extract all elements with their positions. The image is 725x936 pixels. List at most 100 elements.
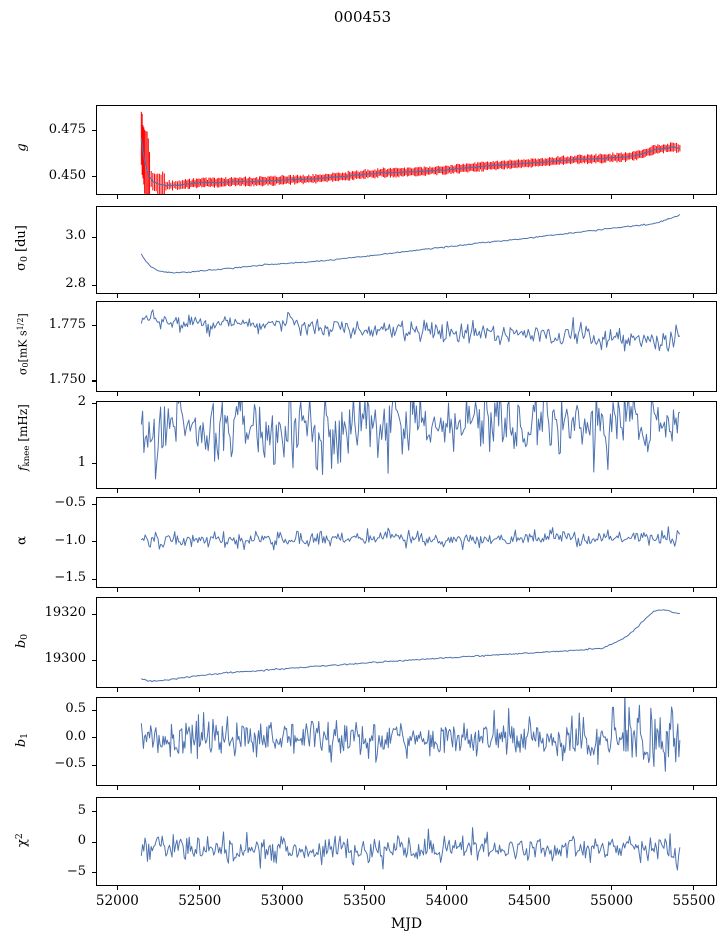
series-line <box>140 526 681 551</box>
x-tick-mark <box>446 786 448 790</box>
y-tick-mark <box>92 175 96 178</box>
y-axis-label: b1 <box>13 732 31 747</box>
plot-panel-b-1 <box>96 697 717 786</box>
series-line <box>140 402 681 480</box>
x-tick-mark <box>281 489 283 493</box>
y-tick-label: 1 <box>77 454 86 470</box>
x-tick-mark <box>116 588 118 592</box>
y-tick-mark <box>92 810 96 813</box>
y-tick-label: 19300 <box>44 651 86 667</box>
y-axis-label: σ0[mK s1/2] <box>15 312 31 375</box>
y-axis-label: g <box>14 143 30 152</box>
y-tick-mark <box>92 541 96 543</box>
x-tick-label: 55000 <box>590 893 634 909</box>
x-tick-mark <box>116 786 118 790</box>
x-tick-mark <box>281 294 283 298</box>
y-axis-label: fknee [mHz] <box>16 404 32 471</box>
series-line <box>140 309 681 352</box>
y-tick-mark <box>92 841 96 843</box>
y-tick-mark <box>92 325 96 327</box>
x-tick-mark <box>281 588 283 592</box>
y-axis-label: α <box>14 535 30 545</box>
y-tick-mark <box>92 737 96 739</box>
x-tick-mark <box>363 688 366 692</box>
x-tick-mark <box>611 886 613 890</box>
x-tick-mark <box>116 886 118 890</box>
x-tick-mark <box>199 588 201 592</box>
x-tick-mark <box>116 195 118 199</box>
plot-panel-f-knee-mhz <box>96 401 717 489</box>
y-axis-label: σ0 [du] <box>13 225 31 271</box>
x-tick-mark <box>693 588 695 592</box>
x-tick-mark <box>199 886 201 890</box>
y-tick-mark <box>92 764 96 766</box>
x-tick-mark <box>363 392 366 396</box>
x-tick-mark <box>363 294 366 298</box>
series-line <box>140 214 681 274</box>
x-tick-mark <box>281 786 283 790</box>
x-tick-label: 54000 <box>425 893 469 909</box>
x-axis-label: MJD <box>390 916 423 932</box>
x-tick-label: 55500 <box>672 893 716 909</box>
x-tick-mark <box>528 294 530 298</box>
plot-panel-alpha <box>96 497 717 588</box>
x-tick-label: 54500 <box>507 893 551 909</box>
y-tick-mark <box>92 709 96 711</box>
y-tick-label: −1.0 <box>54 532 86 548</box>
x-tick-mark <box>446 688 448 692</box>
x-tick-mark <box>693 294 695 298</box>
y-tick-label: −0.5 <box>54 495 86 511</box>
series-line <box>140 698 681 772</box>
series-line <box>140 827 681 871</box>
plot-panel-sigma-0-mk-s-1-2 <box>96 301 717 392</box>
y-tick-mark <box>92 130 96 132</box>
x-tick-mark <box>611 588 613 592</box>
x-tick-label: 52000 <box>95 893 139 909</box>
page-title: 000453 <box>333 8 392 26</box>
plot-panel-b-0 <box>96 597 717 688</box>
x-tick-mark <box>693 688 695 692</box>
x-tick-mark <box>611 786 613 790</box>
x-tick-mark <box>199 786 201 790</box>
y-tick-label: 19320 <box>44 605 86 621</box>
x-tick-mark <box>116 294 118 298</box>
y-tick-mark <box>92 503 96 505</box>
x-tick-mark <box>281 195 283 199</box>
y-tick-label: 0.0 <box>65 728 86 744</box>
x-tick-mark <box>693 886 695 890</box>
y-tick-mark <box>92 659 96 661</box>
y-tick-label: 0.5 <box>65 701 86 717</box>
y-tick-label: 0.450 <box>48 167 86 183</box>
x-tick-mark <box>446 588 448 592</box>
x-tick-mark <box>446 195 448 199</box>
y-tick-label: 5 <box>77 802 86 818</box>
x-tick-mark <box>528 392 530 396</box>
x-tick-mark <box>528 786 530 790</box>
x-tick-mark <box>199 489 201 493</box>
x-tick-mark <box>446 886 448 890</box>
x-tick-mark <box>528 588 530 592</box>
x-tick-mark <box>363 489 366 493</box>
x-tick-mark <box>611 294 613 298</box>
x-tick-mark <box>116 489 118 493</box>
plot-panel-g <box>96 105 717 195</box>
x-tick-mark <box>199 294 201 298</box>
x-tick-mark <box>281 688 283 692</box>
x-tick-mark <box>693 392 695 396</box>
x-tick-mark <box>693 195 695 199</box>
y-tick-mark <box>92 284 96 286</box>
x-tick-mark <box>199 688 201 692</box>
x-tick-mark <box>528 688 530 692</box>
x-tick-mark <box>116 688 118 692</box>
x-tick-mark <box>611 392 613 396</box>
x-tick-mark <box>363 588 366 592</box>
x-tick-label: 53000 <box>260 893 304 909</box>
x-tick-mark <box>281 392 283 396</box>
y-tick-mark <box>92 613 96 615</box>
y-axis-label: χ2 <box>13 832 31 847</box>
x-tick-mark <box>611 688 613 692</box>
y-tick-label: 3.0 <box>65 228 86 244</box>
x-tick-label: 52500 <box>178 893 222 909</box>
x-tick-mark <box>693 786 695 790</box>
